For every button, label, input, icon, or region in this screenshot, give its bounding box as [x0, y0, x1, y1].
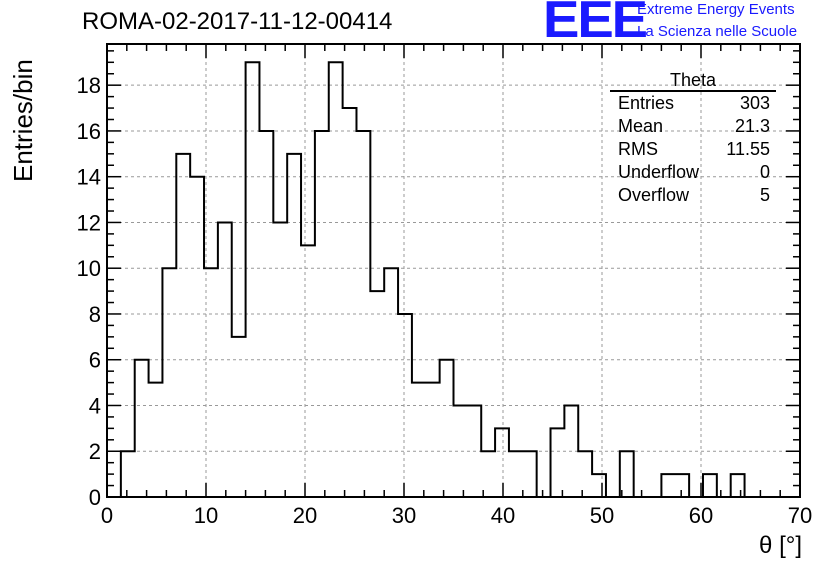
y-tick-labels: 0 2 4 6 8 10 12 14 16 18	[77, 73, 101, 510]
histogram-bin	[259, 131, 273, 497]
histogram-bin	[190, 177, 204, 497]
histogram-bin	[731, 474, 745, 497]
y-tick-label: 16	[77, 119, 101, 144]
stats-value: 21.3	[734, 116, 770, 136]
histogram-bin	[592, 474, 606, 497]
x-axis-label: θ [°]	[759, 532, 802, 559]
histogram-bin	[467, 405, 481, 497]
histogram-bin	[509, 451, 523, 497]
histogram-bin	[412, 383, 426, 497]
stats-value: 303	[739, 93, 770, 113]
histogram-bin	[551, 428, 565, 497]
stats-value: 0	[759, 162, 770, 182]
x-tick-label: 60	[689, 503, 713, 528]
axis-ticks	[106, 44, 801, 498]
histogram-bin	[246, 62, 260, 497]
stats-label: Entries	[618, 93, 675, 113]
histogram-bin	[426, 383, 440, 497]
x-tick-label: 20	[293, 503, 317, 528]
logo-line-2: La Scienza nelle Scuole	[637, 23, 798, 40]
histogram-bin	[370, 291, 384, 497]
histogram-bin	[356, 131, 370, 497]
x-tick-label: 40	[491, 503, 515, 528]
histogram-bin	[176, 154, 190, 497]
y-tick-label: 8	[89, 302, 101, 327]
histogram-bin	[121, 451, 135, 497]
y-axis-label: Entries/bin	[8, 59, 38, 182]
histogram-bin	[135, 360, 149, 497]
stats-row-entries: Entries 303	[610, 92, 776, 115]
y-tick-label: 2	[89, 439, 101, 464]
histogram-series	[107, 61, 800, 498]
histogram-bin	[675, 474, 689, 497]
histogram-bin	[578, 451, 592, 497]
stats-label: Underflow	[618, 162, 700, 182]
histogram-bin	[149, 383, 163, 497]
stats-row-underflow: Underflow 0	[610, 161, 776, 184]
histogram-bin	[232, 337, 246, 497]
stats-row-rms: RMS 11.55	[610, 138, 776, 161]
y-tick-label: 4	[89, 393, 101, 418]
y-tick-label: 18	[77, 73, 101, 98]
y-tick-label: 10	[77, 256, 101, 281]
histogram-bin	[564, 405, 578, 497]
stats-row-mean: Mean 21.3	[610, 115, 776, 138]
histogram-bin	[495, 428, 509, 497]
x-tick-labels: 0 10 20 30 40 50 60 70	[101, 503, 812, 528]
histogram-outline	[107, 61, 800, 498]
x-tick-label: 10	[194, 503, 218, 528]
x-tick-label: 30	[392, 503, 416, 528]
y-tick-label: 6	[89, 348, 101, 373]
histogram-bin	[661, 474, 675, 497]
y-tick-label: 0	[89, 485, 101, 510]
eee-logo: EEE	[543, 0, 648, 49]
plot-frame	[106, 43, 801, 498]
histogram-bin	[287, 154, 301, 497]
histogram-bin	[204, 268, 218, 497]
stats-label: Mean	[618, 116, 664, 136]
histogram-bin	[440, 360, 454, 497]
stats-title: Theta	[610, 70, 776, 92]
histogram-bin	[398, 314, 412, 497]
histogram-bin	[301, 245, 315, 497]
stats-value: 11.55	[726, 139, 770, 159]
stats-value: 5	[759, 185, 770, 205]
histogram-bin	[162, 268, 176, 497]
histogram-bin	[343, 108, 357, 497]
histogram-bin	[329, 62, 343, 497]
stats-label: RMS	[618, 139, 658, 159]
stats-label: Overflow	[618, 185, 690, 205]
histogram-bin	[523, 451, 537, 497]
x-tick-label: 70	[788, 503, 812, 528]
chart-title: ROMA-02-2017-11-12-00414	[82, 8, 393, 35]
stats-row-overflow: Overflow 5	[610, 184, 776, 207]
logo-line-1: Extreme Energy Events	[637, 1, 795, 18]
histogram-bin	[703, 474, 717, 497]
histogram-bin	[315, 131, 329, 497]
y-tick-label: 12	[77, 210, 101, 235]
histogram-bin	[273, 222, 287, 497]
histogram-bin	[384, 268, 398, 497]
histogram-bin	[218, 222, 232, 497]
stats-box: Theta Entries 303 Mean 21.3 RMS 11.55 Un…	[610, 70, 776, 207]
y-tick-label: 14	[77, 165, 101, 190]
x-tick-label: 0	[101, 503, 113, 528]
histogram-bin	[454, 405, 468, 497]
x-tick-label: 50	[590, 503, 614, 528]
